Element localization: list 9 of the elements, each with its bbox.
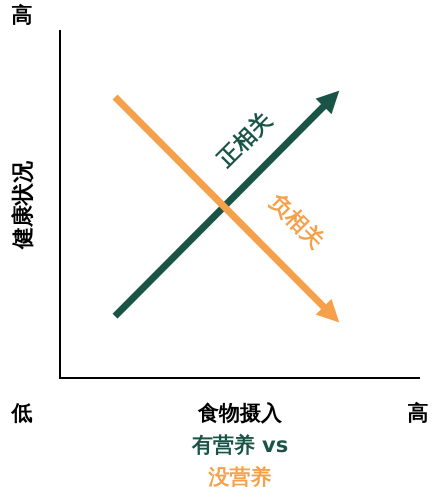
text: 正相关 [212, 108, 278, 174]
text: 高 [408, 401, 428, 425]
y-axis-title: 健康状况 [10, 160, 36, 250]
text: 有营养 vs [190, 433, 288, 457]
text: 低 [10, 401, 32, 425]
text: 负相关 [263, 188, 328, 254]
text: 高 [12, 3, 32, 27]
x-axis-title: 食物摄入 [197, 401, 283, 425]
text: 没营养 [208, 465, 272, 489]
